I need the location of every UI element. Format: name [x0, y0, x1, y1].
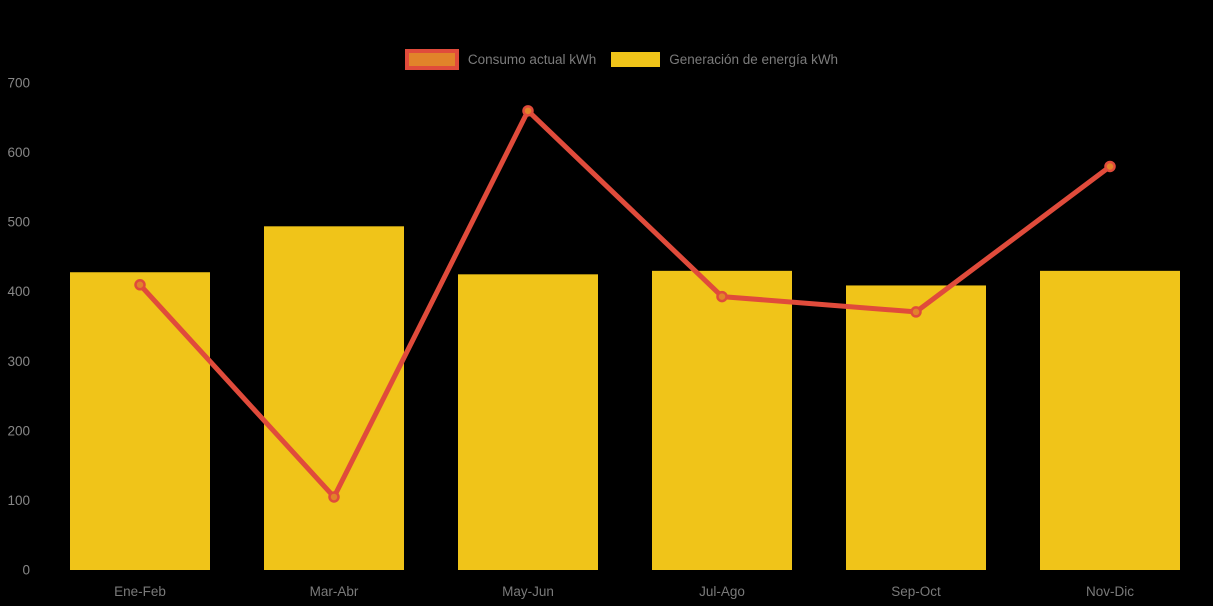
y-axis-tick-700: 700	[7, 76, 30, 91]
y-axis-tick-600: 600	[7, 145, 30, 160]
y-axis-tick-500: 500	[7, 215, 30, 230]
bar-Sep-Oct[interactable]	[846, 285, 986, 570]
x-axis-label-Nov-Dic: Nov-Dic	[1086, 584, 1134, 599]
y-axis-tick-100: 100	[7, 493, 30, 508]
point-Jul-Ago[interactable]	[716, 290, 728, 303]
chart-legend: Consumo actual kWh Generación de energía…	[15, 49, 1213, 70]
point-Mar-Abr[interactable]	[328, 491, 340, 503]
legend-item-generacion[interactable]: Generación de energía kWh	[611, 49, 838, 70]
x-axis-label-Sep-Oct: Sep-Oct	[891, 584, 941, 599]
y-axis-tick-300: 300	[7, 354, 30, 369]
legend-swatch-consumo-icon	[404, 49, 459, 70]
y-axis-tick-200: 200	[7, 423, 30, 438]
legend-swatch-generacion-icon	[611, 52, 661, 67]
point-Ene-Feb[interactable]	[134, 279, 146, 291]
x-axis-label-Mar-Abr: Mar-Abr	[310, 584, 359, 599]
point-May-Jun[interactable]	[522, 105, 534, 117]
y-axis-tick-400: 400	[7, 284, 30, 299]
point-Nov-Dic[interactable]	[1104, 160, 1116, 173]
x-axis-label-Ene-Feb: Ene-Feb	[114, 584, 166, 599]
legend-item-consumo[interactable]: Consumo actual kWh	[404, 49, 597, 70]
x-axis-label-May-Jun: May-Jun	[502, 584, 554, 599]
bar-Jul-Ago[interactable]	[652, 270, 792, 570]
legend-label-consumo: Consumo actual kWh	[467, 52, 597, 67]
x-axis-label-Jul-Ago: Jul-Ago	[699, 584, 745, 599]
legend-label-generacion: Generación de energía kWh	[669, 52, 839, 67]
bar-May-Jun[interactable]	[458, 274, 598, 570]
bar-Nov-Dic[interactable]	[1040, 270, 1180, 570]
y-axis-tick-0: 0	[22, 563, 30, 578]
point-Sep-Oct[interactable]	[910, 306, 922, 318]
bar-Mar-Abr[interactable]	[264, 226, 404, 570]
consumo-line	[137, 108, 1113, 500]
bar-Ene-Feb[interactable]	[70, 272, 210, 570]
